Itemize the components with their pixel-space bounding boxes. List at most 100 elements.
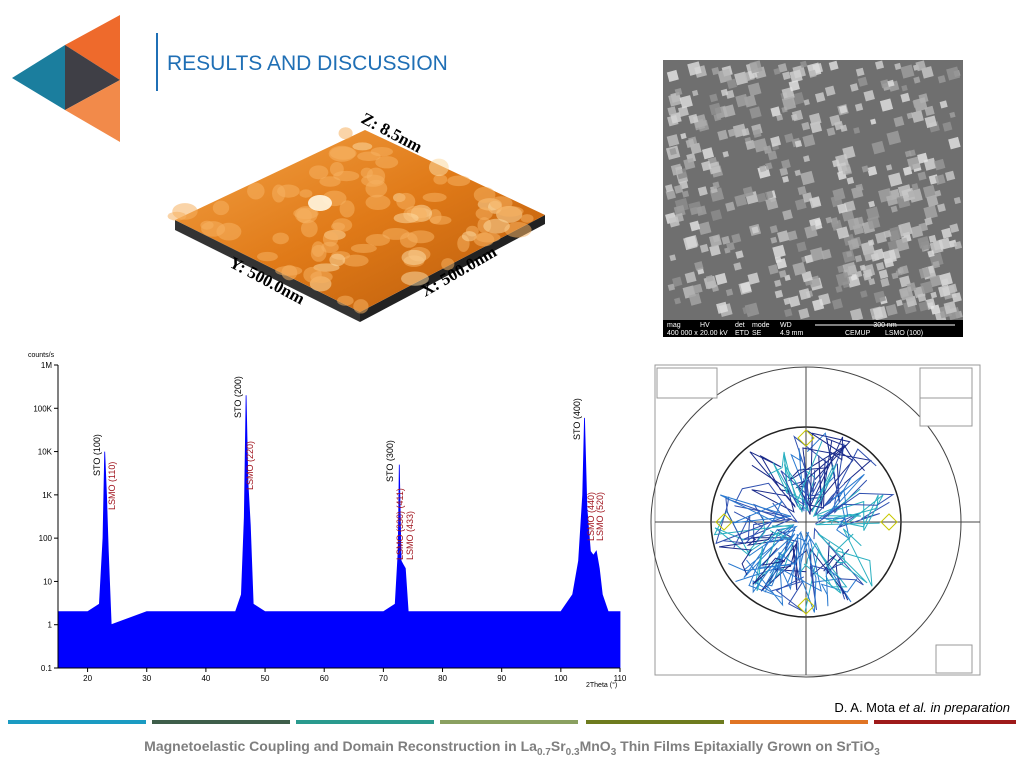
sem-grain [749,60,763,74]
sem-grain [712,181,720,189]
sem-grain [680,132,687,140]
sem-grain [709,102,722,116]
sem-grain [891,272,899,280]
sem-grain [863,89,875,102]
sem-grain [803,99,810,106]
x-tick-label: 100 [554,674,568,683]
sem-grain [742,306,751,315]
sem-grain [828,60,839,71]
sem-grain [844,200,856,213]
sem-grain [949,111,956,119]
sem-grain [801,121,811,131]
sem-grain [809,112,822,126]
y-axis-label: counts/s [28,352,55,359]
sem-grain [765,162,773,170]
sem-grain [918,222,929,232]
xrd-trace [57,395,621,669]
peak-annotation: LSMO (433) [405,511,415,560]
afm-grain [201,221,226,237]
pole-contour [768,451,801,511]
sem-grain [868,200,876,208]
sem-grain [928,234,937,243]
pole-contour [800,542,842,594]
x-axis-label: 2Theta (°) [586,681,617,689]
sem-grain [726,242,736,251]
sem-grain [854,254,863,263]
sem-grain [684,271,697,284]
afm-grain [342,254,369,267]
sem-grain [837,203,848,214]
y-tick-label: 1K [42,491,52,500]
afm-grain [520,214,534,223]
sem-grain [715,272,728,286]
sem-grain [874,60,885,70]
sem-grain [926,194,939,207]
sem-grain [870,118,877,125]
peak-annotation: LSMO (330) (411) [395,488,405,560]
sem-grain [677,105,689,117]
footer-subscript: 3 [610,746,617,758]
sem-info-value: SE [752,330,762,337]
sem-grain [706,280,716,290]
sem-grain [668,216,680,228]
sem-grain [917,171,927,181]
afm-grain [329,253,346,267]
afm-grain [375,156,399,169]
y-tick-label: 10K [38,448,53,457]
sem-grain [895,237,910,252]
sem-grain [899,286,914,301]
sem-grain [871,140,886,155]
sem-grain [690,206,699,216]
sem-grain [733,262,742,271]
sem-grain [802,134,816,148]
sem-grain [901,84,908,92]
sem-grain [798,307,810,320]
sem-grain [801,270,813,283]
sem-info-value: 4.9 mm [780,330,804,337]
pole-figure [650,364,981,678]
sem-grain [939,272,953,287]
sem-grain [938,237,951,250]
sem-grain [773,68,781,75]
sem-grain [842,145,856,160]
sem-grain [855,270,863,278]
pole-contour [783,441,823,513]
pole-contour [813,527,864,600]
x-tick-label: 80 [438,674,447,683]
sem-grain [794,198,807,211]
sem-grain [765,197,779,211]
sem-grain [824,85,836,97]
sem-grain [872,305,888,321]
sem-grain [812,298,825,311]
sem-grain [709,244,721,257]
sem-info-key: det [735,322,745,329]
sem-grain [953,241,962,250]
sem-grain [880,277,890,288]
sem-grain [922,184,937,198]
sem-grain [930,304,941,315]
sem-grain [808,69,817,78]
afm-grain [352,142,373,151]
sem-grain [867,165,878,177]
sem-grain [672,276,683,287]
peak-annotation: STO (100) [92,434,102,476]
y-tick-label: 1M [41,361,52,370]
sem-grain [796,241,807,252]
sem-grain [911,110,924,123]
sem-grain [849,83,859,92]
sem-grain [920,240,931,251]
sem-grain [767,150,778,161]
sem-grain [942,121,953,132]
sem-grain [667,283,676,291]
sem-grain [741,127,750,137]
pole-contour [783,453,816,507]
sem-grain [831,298,844,310]
sem-grain [784,133,794,143]
x-tick-label: 20 [83,674,92,683]
sem-grain [725,288,734,297]
logo [12,15,120,142]
sem-grain [669,147,677,156]
sem-grain [882,249,897,264]
sem-grain [670,163,683,176]
